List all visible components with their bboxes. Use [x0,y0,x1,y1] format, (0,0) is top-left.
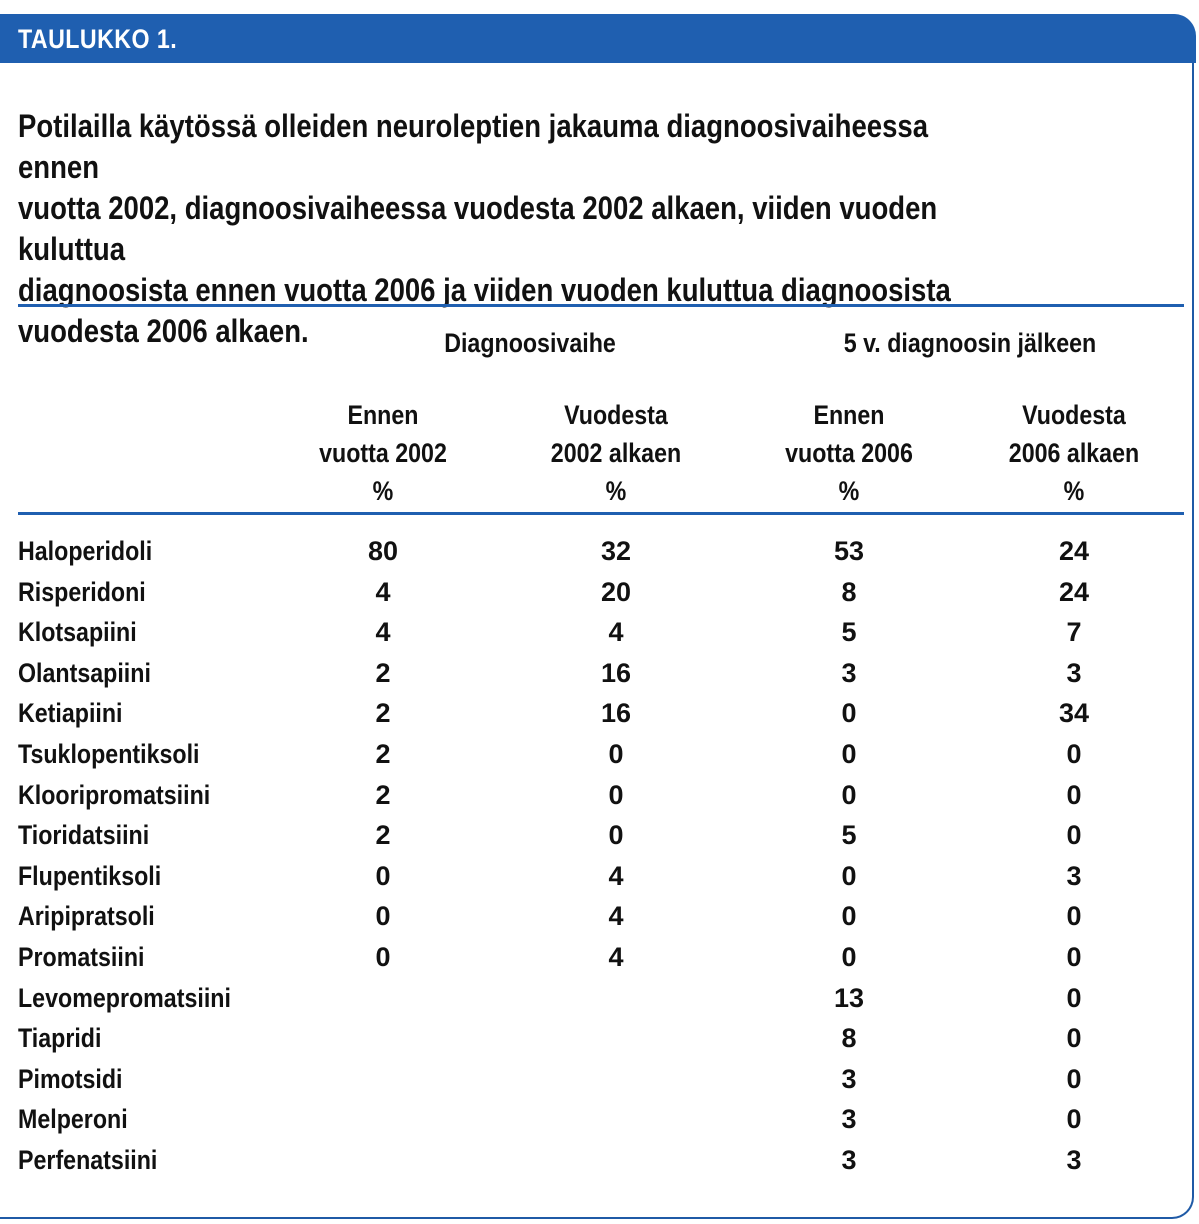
table-row: Tiapridi 8 0 [0,1019,1199,1060]
table-row: Flupentiksoli 0 4 0 3 [0,857,1199,898]
row-value: 0 [1066,738,1082,769]
row-label: Perfenatsiini [18,1144,158,1175]
row-value: 4 [608,860,624,891]
table-row: Tsuklopentiksoli 2 0 0 0 [0,735,1199,776]
table-row: Aripipratsoli 0 4 0 0 [0,897,1199,938]
table-row: Ketiapiini 2 16 0 34 [0,694,1199,735]
row-value: 24 [1058,576,1090,607]
header-rule [18,512,1184,515]
row-value: 3 [841,1063,857,1094]
row-value: 80 [367,536,399,566]
row-label: Tsuklopentiksoli [18,738,200,769]
table-row: Levomepromatsiini 13 0 [0,979,1199,1020]
row-value: 16 [600,698,632,729]
row-label: Promatsiini [18,941,145,972]
row-value: 24 [1058,536,1090,566]
table-label: TAULUKKO 1. [18,24,178,54]
row-value: 0 [1066,820,1082,851]
row-value: 7 [1066,617,1082,648]
row-value: 32 [600,536,632,566]
row-value: 8 [841,576,857,607]
row-value: 0 [1066,982,1082,1013]
row-value: 4 [608,941,624,972]
row-label: Levomepromatsiini [18,982,231,1013]
row-value: 13 [833,982,865,1013]
table-row: Haloperidoli 80 32 53 24 [0,532,1199,573]
table-row: Risperidoni 4 20 8 24 [0,573,1199,614]
row-value: 20 [600,576,632,607]
top-rule [18,304,1184,307]
row-value: 2 [375,738,391,769]
table-row: Pimotsidi 3 0 [0,1060,1199,1101]
row-value: 0 [1066,1063,1082,1094]
row-value: 4 [608,901,624,932]
column-header-3: Ennen vuotta 2006 % [785,400,913,506]
row-label: Flupentiksoli [18,860,162,891]
row-value: 0 [375,860,391,891]
table-row: Perfenatsiini 3 3 [0,1141,1199,1182]
row-label: Ketiapiini [18,698,123,729]
row-value: 2 [375,820,391,851]
row-label: Risperidoni [18,576,146,607]
group-header-diagnoosivaihe: Diagnoosivaihe [444,328,616,358]
row-value: 0 [375,941,391,972]
row-label: Tioridatsiini [18,820,150,851]
row-value: 3 [1066,1144,1082,1175]
row-label: Melperoni [18,1104,128,1135]
row-label: Olantsapiini [18,657,151,688]
row-value: 34 [1058,698,1090,729]
row-value: 0 [1066,779,1082,810]
row-value: 0 [1066,941,1082,972]
row-value: 16 [600,657,632,688]
row-value: 0 [841,901,857,932]
row-value: 0 [608,779,624,810]
table-row: Tioridatsiini 2 0 5 0 [0,816,1199,857]
row-value: 2 [375,779,391,810]
row-label: Klooripromatsiini [18,779,211,810]
row-value: 5 [841,820,857,851]
row-value: 0 [375,901,391,932]
row-label: Tiapridi [18,1023,102,1054]
row-value: 3 [1066,860,1082,891]
row-value: 0 [841,698,857,729]
row-value: 0 [841,941,857,972]
row-label: Klotsapiini [18,617,137,648]
row-value: 0 [1066,1104,1082,1135]
row-value: 0 [841,738,857,769]
column-header-2: Vuodesta 2002 alkaen % [550,400,682,506]
table-body: Haloperidoli 80 32 53 24 Risperidoni 4 20 8 24 Klo… [0,532,1199,1182]
row-value: 0 [1066,901,1082,932]
table-row: Olantsapiini 2 16 3 3 [0,654,1199,695]
row-value: 4 [375,617,391,648]
row-value: 53 [833,536,865,566]
row-value: 3 [841,1144,857,1175]
row-value: 3 [841,1104,857,1135]
row-value: 2 [375,657,391,688]
row-value: 4 [608,617,624,648]
row-value: 0 [1066,1023,1082,1054]
table-row: Promatsiini 0 4 0 0 [0,938,1199,979]
row-value: 0 [841,779,857,810]
column-header-4: Vuodesta 2006 alkaen % [1008,400,1140,506]
row-value: 5 [841,617,857,648]
row-label: Aripipratsoli [18,901,155,932]
table-row: Klotsapiini 4 4 5 7 [0,613,1199,654]
table-caption: Potilailla käytössä olleiden neuroleptie… [18,108,951,349]
row-value: 0 [841,860,857,891]
row-value: 3 [1066,657,1082,688]
row-label: Haloperidoli [18,536,153,566]
table-row: Melperoni 3 0 [0,1100,1199,1141]
row-value: 8 [841,1023,857,1054]
row-value: 2 [375,698,391,729]
row-value: 3 [841,657,857,688]
column-header-1: Ennen vuotta 2002 % [319,400,447,506]
row-label: Pimotsidi [18,1063,123,1094]
group-header-5v: 5 v. diagnoosin jälkeen [843,328,1097,358]
table-label-bar [0,14,1196,63]
table-row: Klooripromatsiini 2 0 0 0 [0,776,1199,817]
row-value: 0 [608,738,624,769]
row-value: 0 [608,820,624,851]
row-value: 4 [375,576,391,607]
